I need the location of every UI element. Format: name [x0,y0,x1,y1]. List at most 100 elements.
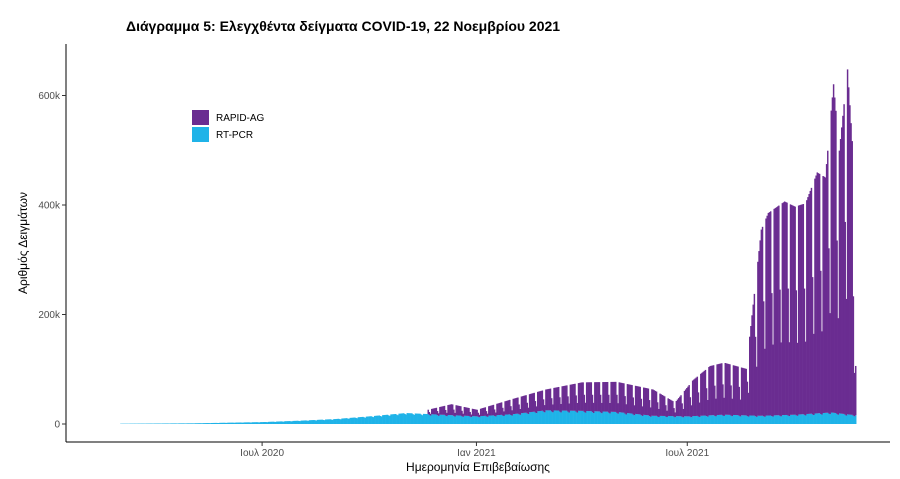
rt-pcr-bar [766,415,768,424]
rt-pcr-bar [794,414,796,424]
rt-pcr-bar [470,417,473,424]
rapid-ag-bar [500,402,503,415]
rt-pcr-bar [526,413,528,424]
rt-pcr-bar [362,416,364,424]
rt-pcr-bar [738,415,740,424]
rapid-ag-bar [781,203,784,416]
rt-pcr-bar [369,416,371,424]
rt-pcr-bar [851,414,853,424]
rt-pcr-bar [774,415,777,424]
rapid-ag-bar [504,401,506,415]
rapid-ag-bar [681,403,683,417]
rt-pcr-bar [292,420,294,424]
rt-pcr-bar [524,412,526,424]
rt-pcr-bar [243,422,245,424]
rapid-ag-bar [687,386,689,417]
rt-pcr-bar [229,422,231,424]
rt-pcr-bar [696,415,699,424]
rt-pcr-bar [284,421,286,424]
rt-pcr-bar [188,423,191,424]
rapid-ag-bar [842,115,844,414]
rt-pcr-bar [251,422,254,424]
rapid-ag-bar [491,405,494,416]
rapid-ag-bar [451,404,454,416]
rapid-ag-bar [627,384,630,414]
rt-pcr-bar [294,420,297,424]
rt-pcr-bar [625,414,627,424]
rt-pcr-bar [545,410,547,424]
rt-pcr-bar [595,411,597,424]
rt-pcr-bar [844,414,846,424]
rt-pcr-bar [665,416,667,424]
rapid-ag-bar [582,382,584,411]
rapid-ag-bar [638,386,640,415]
rapid-ag-bar [799,205,801,415]
rt-pcr-bar [330,419,333,424]
rt-pcr-bar [751,415,753,424]
rt-pcr-bar [667,416,669,424]
rapid-ag-bar [630,384,632,414]
rapid-ag-bar [806,200,808,414]
rt-pcr-bar [478,417,481,424]
rt-pcr-bar [619,412,622,424]
rapid-ag-bar [597,382,600,412]
rapid-ag-bar [555,387,558,411]
rt-pcr-bar [624,413,626,424]
rt-pcr-bar [689,416,692,424]
rapid-ag-bar [789,204,792,415]
rapid-ag-bar [764,348,766,417]
rt-pcr-bar [693,416,695,424]
rt-pcr-bar [732,414,735,424]
rt-pcr-bar [208,423,210,424]
rapid-ag-bar [740,367,743,416]
rapid-ag-bar [668,399,671,417]
rapid-ag-bar [691,380,694,417]
rt-pcr-bar [719,414,722,424]
rapid-ag-bar [803,288,806,415]
rapid-ag-bar [837,318,839,415]
rapid-ag-bar [520,396,523,414]
rapid-ag-bar [676,399,679,417]
rapid-ag-bar [745,368,747,416]
rt-pcr-bar [562,410,565,424]
rt-pcr-bar [278,421,280,424]
rt-pcr-bar [750,415,752,424]
rt-pcr-bar [767,415,770,424]
rt-pcr-bar [636,414,638,424]
rt-pcr-bar [357,417,360,424]
rt-pcr-bar [604,411,607,424]
rt-pcr-bar [773,415,775,424]
rt-pcr-bar [804,415,807,424]
rapid-ag-bar [502,407,504,416]
rapid-ag-bar [463,406,466,416]
rt-pcr-bar [413,414,415,424]
rt-pcr-bar [447,415,449,424]
rt-pcr-bar [349,417,351,424]
rapid-ag-bar [531,393,533,412]
rt-pcr-bar [511,415,513,424]
rapid-ag-bar [478,414,481,418]
rapid-ag-bar [454,412,456,417]
rt-pcr-bar [184,423,186,424]
rapid-ag-bar [732,365,735,415]
rt-pcr-bar [594,411,596,424]
rt-pcr-bar [256,422,258,424]
rapid-ag-bar [759,240,761,416]
rapid-ag-bar [559,397,561,412]
rt-pcr-bar [830,412,832,424]
rt-pcr-bar [242,422,244,424]
rt-pcr-bar [320,419,322,424]
rapid-ag-bar [718,363,721,415]
rapid-ag-bar [535,406,538,414]
rt-pcr-bar [264,422,266,424]
rt-pcr-bar [605,411,608,424]
rt-pcr-bar [728,414,730,424]
rt-pcr-bar [573,410,575,424]
rt-pcr-bar [361,416,363,424]
rt-pcr-bar [207,423,209,424]
rt-pcr-bar [581,410,583,424]
rt-pcr-bar [363,417,365,424]
rt-pcr-bar [503,415,505,424]
rapid-ag-bar [440,406,442,415]
rt-pcr-bar [327,419,329,424]
